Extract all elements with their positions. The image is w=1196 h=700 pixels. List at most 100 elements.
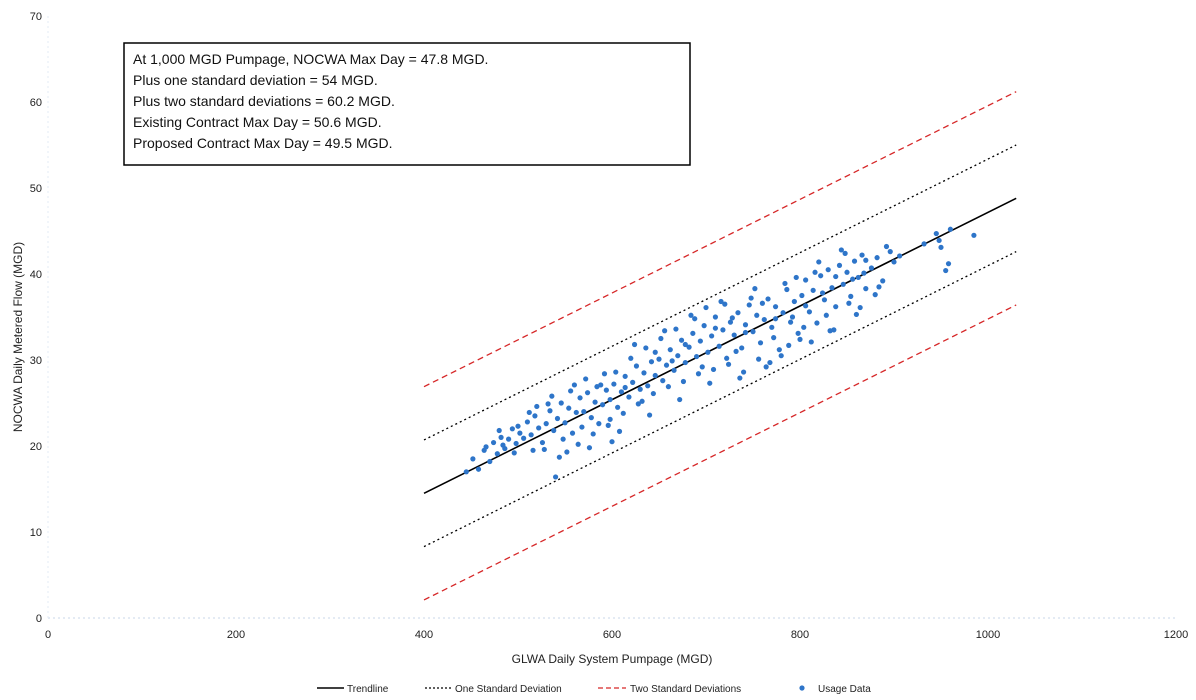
usage-data-point	[588, 415, 594, 421]
usage-data-point	[630, 379, 636, 385]
annotation-line-1: At 1,000 MGD Pumpage, NOCWA Max Day = 47…	[133, 51, 488, 67]
legend-usage-label: Usage Data	[818, 684, 871, 695]
usage-data-point	[539, 439, 546, 446]
usage-data-point	[943, 267, 949, 274]
y-tick-label: 0	[36, 613, 42, 625]
legend: Trendline One Standard Deviation Two Sta…	[317, 684, 871, 695]
usage-data-point	[583, 376, 589, 382]
usage-data-point	[842, 250, 848, 256]
x-tick-label: 1000	[976, 629, 1000, 641]
usage-data-point	[603, 387, 609, 393]
usage-data-point	[861, 270, 867, 276]
usage-data-point	[803, 277, 809, 283]
y-tick-label: 20	[30, 441, 42, 453]
y-axis-title: NOCWA Daily Metered Flow (MGD)	[11, 242, 25, 432]
x-tick-label: 800	[791, 629, 809, 641]
usage-data-point	[742, 329, 749, 336]
usage-data-point	[463, 469, 469, 475]
usage-data-point	[620, 410, 626, 416]
usage-data-point	[680, 378, 687, 385]
usage-data-point	[641, 370, 647, 376]
usage-data-point	[838, 247, 844, 253]
usage-data-point	[722, 301, 728, 307]
y-tick-label: 50	[30, 183, 42, 195]
x-tick-labels: 0 200 400 600 800 1000 1200	[45, 629, 1188, 641]
x-axis-title: GLWA Daily System Pumpage (MGD)	[512, 652, 713, 666]
usage-data-point	[883, 243, 890, 250]
usage-data-point	[727, 319, 734, 325]
legend-one-sd-label: One Standard Deviation	[455, 684, 562, 695]
usage-data-point	[771, 335, 777, 341]
usage-data-point	[594, 384, 600, 390]
usage-data-point	[855, 274, 861, 281]
usage-data-point	[568, 388, 574, 394]
usage-data-point	[677, 396, 683, 403]
usage-data-point	[635, 401, 641, 407]
y-tick-label: 10	[30, 527, 42, 539]
usage-data-point	[754, 312, 760, 318]
two-standard-deviations-line	[423, 91, 1017, 388]
usage-data-point	[759, 300, 766, 306]
usage-data-point	[857, 304, 863, 311]
usage-data-point	[692, 316, 698, 322]
usage-data-point	[490, 439, 497, 446]
usage-data-point	[868, 265, 875, 271]
legend-trendline-label: Trendline	[347, 684, 389, 695]
usage-data-point	[705, 349, 711, 355]
usage-data-point	[581, 409, 587, 415]
usage-data-point	[825, 267, 831, 273]
usage-data-point	[784, 286, 790, 293]
y-tick-label: 30	[30, 355, 42, 367]
legend-two-sd-label: Two Standard Deviations	[630, 684, 741, 695]
usage-data-point	[741, 369, 747, 375]
usage-data-point	[761, 316, 767, 323]
usage-data-point	[818, 273, 824, 279]
usage-data-point	[748, 295, 754, 301]
usage-data-point	[688, 312, 694, 318]
usage-data-point	[645, 383, 651, 389]
usage-data-point	[475, 466, 482, 472]
usage-data-point	[483, 444, 489, 450]
usage-data-point	[628, 355, 634, 361]
usage-data-point	[776, 347, 782, 353]
legend-usage-swatch	[799, 685, 805, 691]
usage-data-point	[971, 232, 977, 238]
usage-data-point	[786, 342, 792, 348]
usage-data-point	[652, 372, 658, 379]
usage-data-point	[872, 292, 878, 298]
usage-data-point	[808, 339, 814, 345]
usage-data-point	[470, 456, 476, 462]
usage-data-point	[545, 401, 551, 407]
usage-data-point	[874, 255, 880, 261]
usage-data-point	[780, 310, 786, 316]
usage-data-point	[509, 426, 515, 432]
usage-data-point	[643, 345, 649, 351]
usage-data-point	[663, 362, 670, 368]
usage-data-point	[496, 427, 502, 434]
usage-data-point	[709, 333, 715, 339]
usage-data-point	[517, 430, 523, 436]
usage-data-point	[846, 300, 852, 306]
usage-data-point	[616, 428, 623, 434]
usage-data-point	[584, 390, 591, 396]
usage-data-point	[586, 445, 593, 451]
axes-group	[47, 16, 1176, 619]
usage-data-point	[840, 281, 846, 287]
usage-data-point	[558, 400, 564, 406]
usage-data-point	[863, 257, 869, 263]
usage-data-point	[756, 356, 762, 362]
usage-data-point	[547, 408, 553, 414]
annotation-line-2: Plus one standard deviation = 54 MGD.	[133, 72, 378, 88]
usage-data-point	[757, 340, 764, 346]
usage-data-point	[656, 356, 662, 362]
usage-data-point	[543, 421, 549, 427]
usage-data-point	[897, 253, 903, 259]
usage-data-point	[739, 345, 745, 351]
usage-data-point	[613, 369, 619, 375]
usage-data-point	[622, 384, 628, 391]
usage-data-point	[716, 343, 722, 349]
usage-data-point	[521, 435, 527, 441]
usage-data-point	[791, 298, 797, 305]
usage-data-point	[609, 439, 615, 445]
